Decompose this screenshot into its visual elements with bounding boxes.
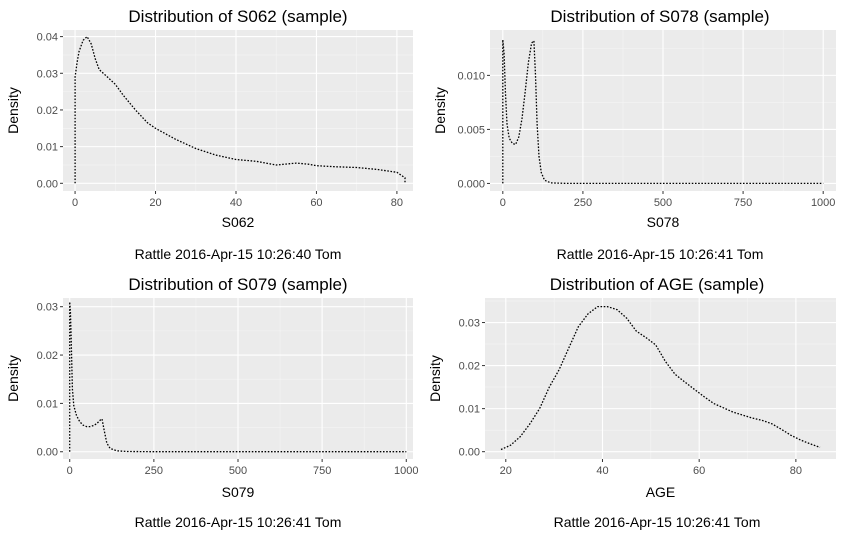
density-panel-2: 0 250 500 750 1000 0.000 0.005 0.010 Distributio… — [432, 7, 836, 262]
footer-caption: Rattle 2016-Apr-15 10:26:41 Tom — [135, 514, 342, 530]
y-tick-label: 0.010 — [457, 70, 485, 82]
x-tick-label: 80 — [391, 197, 403, 209]
y-tick-label: 0.01 — [459, 404, 480, 416]
footer-caption: Rattle 2016-Apr-15 10:26:41 Tom — [557, 246, 764, 262]
y-tick-label: 0.02 — [37, 350, 58, 362]
y-axis-label: Density — [432, 87, 448, 134]
y-axis-label: Density — [427, 355, 443, 402]
y-tick-label: 0.02 — [37, 105, 58, 117]
footer-caption: Rattle 2016-Apr-15 10:26:40 Tom — [135, 246, 342, 262]
x-tick-label: 40 — [230, 197, 242, 209]
panel-title: Distribution of S062 (sample) — [128, 7, 347, 26]
y-tick-label: 0.005 — [457, 124, 485, 136]
x-tick-label: 20 — [500, 465, 512, 477]
density-line — [69, 301, 407, 453]
y-tick-label: 0.01 — [37, 398, 58, 410]
x-tick-label: 80 — [790, 465, 802, 477]
x-tick-label: 500 — [654, 197, 672, 209]
density-line — [74, 35, 406, 184]
y-tick-label: 0.000 — [457, 178, 485, 190]
y-axis-label: Density — [5, 87, 21, 134]
x-tick-label: 250 — [145, 465, 163, 477]
y-tick-label: 0.03 — [37, 302, 58, 314]
y-tick-label: 0.00 — [37, 178, 58, 190]
x-tick-label: 1000 — [394, 465, 418, 477]
y-tick-label: 0.00 — [459, 447, 480, 459]
y-tick-label: 0.01 — [37, 142, 58, 154]
x-tick-label: 60 — [310, 197, 322, 209]
panel-title: Distribution of S079 (sample) — [128, 275, 347, 294]
panel-background — [63, 30, 413, 191]
density-line — [502, 39, 824, 185]
x-tick-label: 500 — [229, 465, 247, 477]
footer-caption: Rattle 2016-Apr-15 10:26:41 Tom — [554, 514, 761, 530]
x-tick-label: 60 — [693, 465, 705, 477]
density-panel-3: 0 250 500 750 1000 0.00 0.01 0.02 0.03 Distributi… — [5, 275, 419, 530]
y-tick-label: 0.04 — [37, 32, 58, 44]
density-line — [500, 305, 821, 451]
x-tick-label: 750 — [313, 465, 331, 477]
x-tick-label: 250 — [574, 197, 592, 209]
density-panel-1: 0 20 40 60 80 0.00 0.01 0.02 0.03 0.04 Distributio… — [5, 7, 413, 262]
x-tick-label: 40 — [596, 465, 608, 477]
x-tick-label: 750 — [734, 197, 752, 209]
y-tick-label: 0.00 — [37, 447, 58, 459]
density-panel-4: 20 40 60 80 0.00 0.01 0.02 0.03 Distribution of … — [427, 275, 836, 530]
x-axis-label: S079 — [222, 484, 255, 500]
panel-background — [485, 298, 836, 459]
x-tick-label: 0 — [67, 465, 73, 477]
x-axis-label: S078 — [647, 214, 680, 230]
panel-title: Distribution of S078 (sample) — [550, 7, 769, 26]
panel-title: Distribution of AGE (sample) — [550, 275, 764, 294]
y-tick-label: 0.03 — [37, 68, 58, 80]
x-tick-label: 1000 — [811, 197, 835, 209]
x-tick-label: 0 — [500, 197, 506, 209]
y-tick-label: 0.03 — [459, 318, 480, 330]
y-tick-label: 0.02 — [459, 361, 480, 373]
x-tick-label: 0 — [72, 197, 78, 209]
y-axis-label: Density — [5, 355, 21, 402]
x-axis-label: S062 — [222, 214, 255, 230]
x-axis-label: AGE — [646, 484, 676, 500]
x-tick-label: 20 — [149, 197, 161, 209]
